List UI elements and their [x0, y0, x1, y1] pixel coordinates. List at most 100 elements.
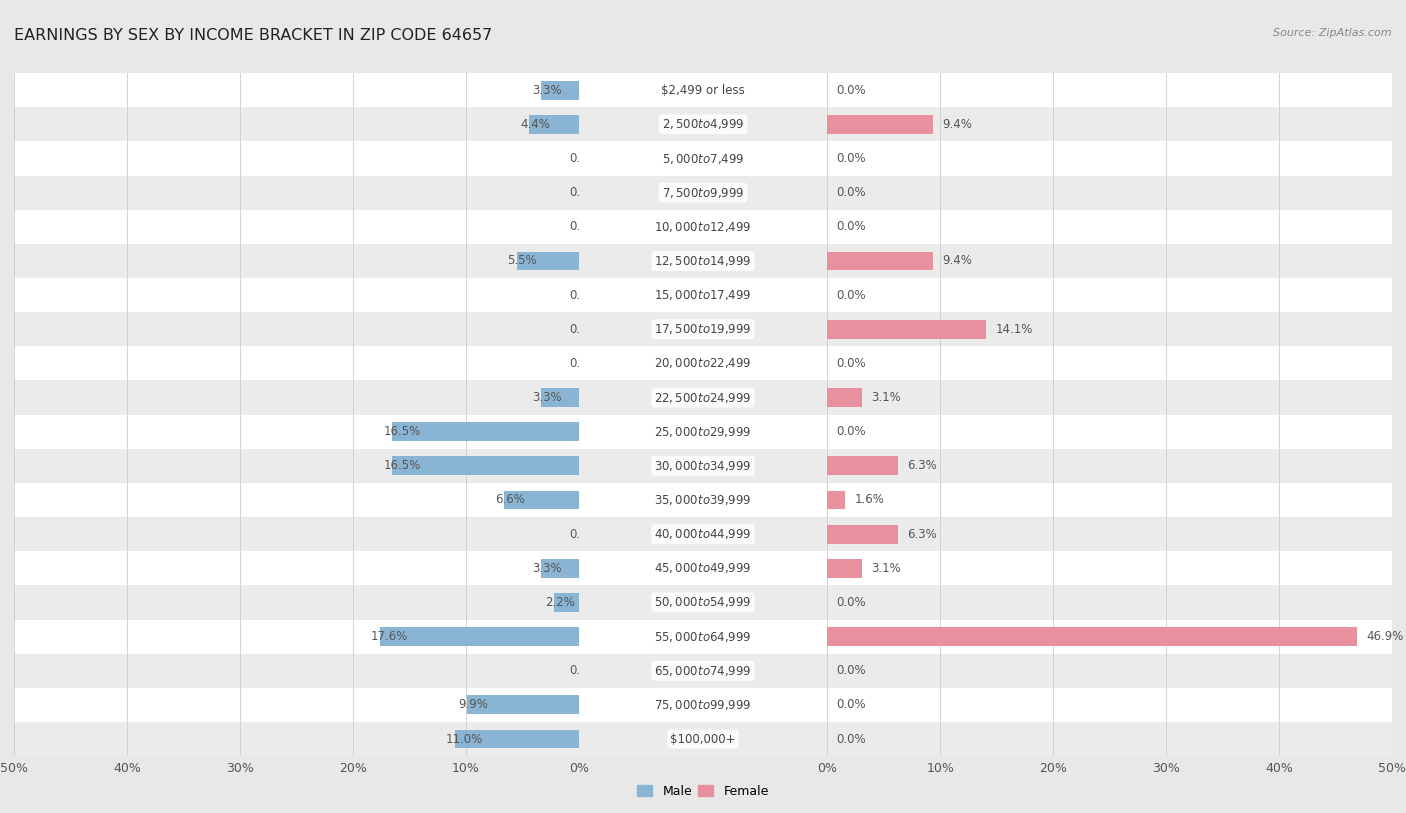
Bar	[827, 654, 1392, 688]
Bar	[579, 483, 827, 517]
Text: 14.1%: 14.1%	[995, 323, 1033, 336]
Text: 0.0%: 0.0%	[837, 425, 866, 438]
Text: 0.0%: 0.0%	[837, 698, 866, 711]
Bar	[14, 483, 579, 517]
Bar	[579, 415, 827, 449]
Text: Source: ZipAtlas.com: Source: ZipAtlas.com	[1274, 28, 1392, 38]
Bar	[827, 585, 1392, 620]
Text: 6.3%: 6.3%	[907, 528, 938, 541]
Text: $22,500 to $24,999: $22,500 to $24,999	[654, 390, 752, 405]
Text: 3.3%: 3.3%	[533, 391, 562, 404]
Bar	[827, 688, 1392, 722]
Text: 4.4%: 4.4%	[520, 118, 550, 131]
Text: $15,000 to $17,499: $15,000 to $17,499	[654, 288, 752, 302]
Bar	[14, 210, 579, 244]
Text: $17,500 to $19,999: $17,500 to $19,999	[654, 322, 752, 337]
Text: 0.0%: 0.0%	[569, 152, 599, 165]
Bar	[827, 483, 1392, 517]
Text: 0.0%: 0.0%	[569, 323, 599, 336]
Text: 9.4%: 9.4%	[942, 118, 973, 131]
Text: 0.0%: 0.0%	[569, 220, 599, 233]
Text: $35,000 to $39,999: $35,000 to $39,999	[654, 493, 752, 507]
Bar	[827, 278, 1392, 312]
Bar	[579, 107, 827, 141]
Bar	[579, 244, 827, 278]
Text: $25,000 to $29,999: $25,000 to $29,999	[654, 424, 752, 439]
Text: 11.0%: 11.0%	[446, 733, 482, 746]
Bar	[14, 346, 579, 380]
Bar	[454, 729, 579, 749]
Bar	[827, 380, 1392, 415]
Bar	[579, 210, 827, 244]
Bar	[827, 456, 898, 476]
Text: 0.0%: 0.0%	[569, 357, 599, 370]
Text: 0.0%: 0.0%	[837, 220, 866, 233]
Bar	[516, 251, 579, 271]
Bar	[505, 490, 579, 510]
Text: 0.0%: 0.0%	[837, 733, 866, 746]
Text: 3.1%: 3.1%	[872, 562, 901, 575]
Text: $45,000 to $49,999: $45,000 to $49,999	[654, 561, 752, 576]
Bar	[579, 141, 827, 176]
Bar	[827, 176, 1392, 210]
Text: $12,500 to $14,999: $12,500 to $14,999	[654, 254, 752, 268]
Text: $100,000+: $100,000+	[671, 733, 735, 746]
Bar	[827, 524, 898, 544]
Bar	[14, 722, 579, 756]
Bar	[579, 517, 827, 551]
Bar	[14, 620, 579, 654]
Bar	[14, 517, 579, 551]
Bar	[827, 620, 1392, 654]
Bar	[14, 141, 579, 176]
Text: $55,000 to $64,999: $55,000 to $64,999	[654, 629, 752, 644]
Bar	[827, 244, 1392, 278]
Text: 3.3%: 3.3%	[533, 562, 562, 575]
Bar	[579, 278, 827, 312]
Text: 3.1%: 3.1%	[872, 391, 901, 404]
Bar	[14, 688, 579, 722]
Bar	[14, 585, 579, 620]
Text: 0.0%: 0.0%	[837, 152, 866, 165]
Text: 6.6%: 6.6%	[495, 493, 524, 506]
Text: $50,000 to $54,999: $50,000 to $54,999	[654, 595, 752, 610]
Bar	[827, 551, 1392, 585]
Bar	[14, 654, 579, 688]
Bar	[14, 449, 579, 483]
Text: 5.5%: 5.5%	[508, 254, 537, 267]
Bar	[827, 517, 1392, 551]
Bar	[14, 312, 579, 346]
Text: 46.9%: 46.9%	[1367, 630, 1403, 643]
Bar	[827, 312, 1392, 346]
Text: $2,500 to $4,999: $2,500 to $4,999	[662, 117, 744, 132]
Bar	[392, 422, 579, 441]
Text: 0.0%: 0.0%	[569, 289, 599, 302]
Bar	[392, 456, 579, 476]
Bar	[579, 654, 827, 688]
Bar	[579, 176, 827, 210]
Bar	[467, 695, 579, 715]
Text: 3.3%: 3.3%	[533, 84, 562, 97]
Text: $65,000 to $74,999: $65,000 to $74,999	[654, 663, 752, 678]
Bar	[579, 380, 827, 415]
Bar	[541, 559, 579, 578]
Text: 1.6%: 1.6%	[855, 493, 884, 506]
Bar	[827, 722, 1392, 756]
Text: 2.2%: 2.2%	[546, 596, 575, 609]
Bar	[541, 80, 579, 100]
Text: 0.0%: 0.0%	[837, 84, 866, 97]
Text: $30,000 to $34,999: $30,000 to $34,999	[654, 459, 752, 473]
Bar	[380, 627, 579, 646]
Bar	[579, 449, 827, 483]
Text: $75,000 to $99,999: $75,000 to $99,999	[654, 698, 752, 712]
Bar	[827, 449, 1392, 483]
Bar	[827, 320, 987, 339]
Text: 0.0%: 0.0%	[837, 186, 866, 199]
Bar	[14, 278, 579, 312]
Bar	[827, 346, 1392, 380]
Text: 0.0%: 0.0%	[837, 664, 866, 677]
Text: 6.3%: 6.3%	[907, 459, 938, 472]
Bar	[827, 415, 1392, 449]
Bar	[827, 115, 934, 134]
Bar	[14, 551, 579, 585]
Text: $20,000 to $22,499: $20,000 to $22,499	[654, 356, 752, 371]
